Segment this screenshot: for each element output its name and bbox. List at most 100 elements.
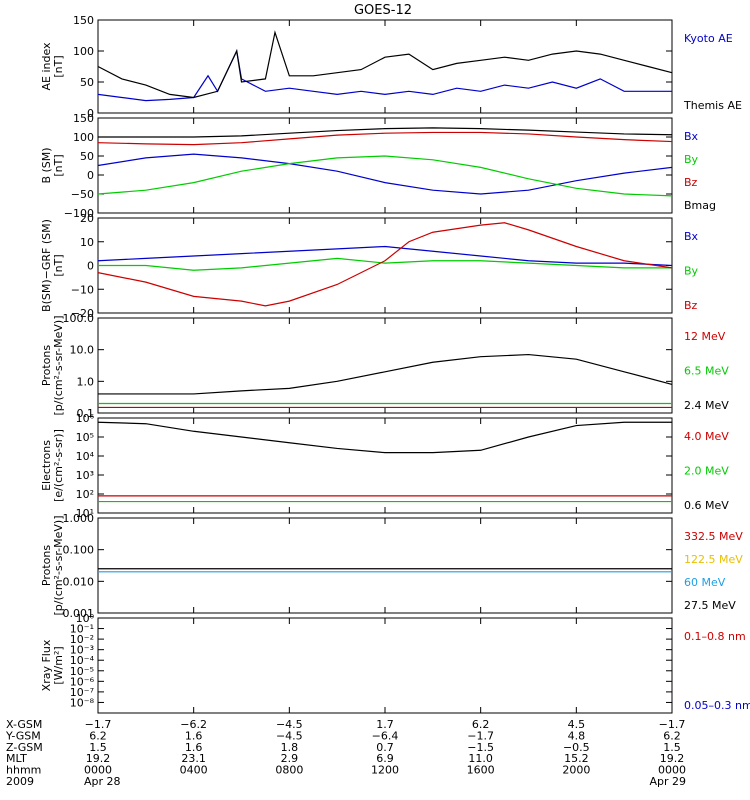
y-axis-label: Xray Flux[W/m²] — [40, 639, 65, 691]
y-axis-label: AE index[nT] — [40, 42, 65, 91]
panel-3: −20 −10 0 10 20 B(SM)−GRF (SM)[nT] Bx By Bz — [40, 212, 699, 320]
x-row-value: −6.2 — [180, 718, 207, 731]
y-tick-label: 150 — [73, 112, 94, 125]
series-line — [97, 49, 672, 102]
x-row-value: 15.2 — [564, 752, 589, 765]
x-row-value: 1.5 — [89, 741, 107, 754]
y-axis-label-line: [p/(cm²-s-sr-MeV)] — [52, 316, 65, 416]
y-axis-label-line: [e/(cm²-s-sr)] — [52, 429, 65, 502]
x-row-value: 23.1 — [181, 752, 206, 765]
y-axis-label-line: Protons — [40, 545, 53, 586]
x-row-value: Apr 29 — [649, 775, 686, 788]
y-tick-label: −20 — [71, 307, 94, 320]
y-tick-label: 10⁵ — [76, 431, 94, 444]
y-tick-label: 10⁻¹ — [70, 623, 94, 636]
y-axis-label-line: [nT] — [52, 55, 65, 77]
y-tick-label: 0.1 — [77, 407, 95, 420]
legend-label: Bx — [684, 130, 699, 143]
chart-panels: 0 50 100 150 AE index[nT] Kyoto AE Themis AE −1… — [40, 14, 750, 714]
y-tick-label: 1.000 — [63, 512, 95, 525]
legend-label: Bmag — [684, 199, 716, 212]
legend-label: By — [684, 153, 699, 166]
y-tick-label: 1.0 — [77, 375, 95, 388]
x-row-value: 1.8 — [281, 741, 299, 754]
x-row-value: 0800 — [275, 764, 303, 777]
legend-label: Bx — [684, 230, 699, 243]
y-tick-label: 10⁻⁶ — [70, 675, 95, 688]
x-row-value: −1.5 — [467, 741, 494, 754]
y-tick-label: 100 — [73, 131, 94, 144]
legend-label: 0.05–0.3 nm — [684, 699, 750, 712]
y-tick-label: 10¹ — [76, 507, 94, 520]
y-axis-label: B(SM)−GRF (SM)[nT] — [40, 219, 65, 312]
x-row-value: −1.7 — [659, 718, 686, 731]
y-tick-label: 0 — [87, 169, 94, 182]
x-row-value: 2000 — [562, 764, 590, 777]
series-line — [97, 421, 672, 454]
y-tick-label: −10 — [71, 283, 94, 296]
x-row-value: −1.7 — [85, 718, 112, 731]
x-row-value: 1.7 — [376, 718, 394, 731]
series-line — [97, 30, 673, 99]
y-axis-label-line: B (SM) — [40, 147, 53, 183]
x-row-value: −4.5 — [276, 718, 303, 731]
legend-label: Themis AE — [683, 99, 742, 112]
y-tick-label: 100 — [73, 45, 94, 58]
legend-label: 2.4 MeV — [684, 399, 729, 412]
x-row-value: 6.9 — [376, 752, 394, 765]
x-row-label: MLT — [6, 752, 27, 765]
legend-label: 6.5 MeV — [684, 365, 729, 378]
x-row-value: 6.2 — [472, 718, 490, 731]
y-tick-label: 10⁴ — [76, 450, 95, 463]
x-row-value: 1.6 — [185, 729, 203, 742]
x-row-value: −0.5 — [563, 741, 590, 754]
y-axis-label-line: Protons — [40, 345, 53, 386]
legend-label: Kyoto AE — [684, 32, 733, 45]
x-axis-rows: X-GSM −1.7 −6.2 −4.5 1.7 6.2 4.5 −1.7Y-GSM 6.2 1.… — [5, 718, 686, 788]
panel-frame — [97, 19, 673, 114]
series-line — [98, 353, 673, 395]
y-axis-label-line: Electrons — [40, 440, 53, 491]
y-axis-label-line: [nT] — [52, 254, 65, 276]
panel-frame — [97, 417, 673, 514]
panel-1: 0 50 100 150 AE index[nT] Kyoto AE Themis AE — [40, 14, 742, 120]
y-tick-label: −50 — [71, 188, 94, 201]
y-tick-label: 0 — [87, 107, 94, 120]
x-row-label: Z-GSM — [6, 741, 43, 754]
x-row-label: X-GSM — [6, 718, 42, 731]
panel-frame — [97, 317, 673, 414]
x-row-label: Y-GSM — [5, 729, 41, 742]
y-axis-label-line: [W/m²] — [52, 646, 65, 684]
legend-label: 332.5 MeV — [684, 530, 743, 543]
x-row-value: 2.9 — [281, 752, 299, 765]
x-row-value: −6.4 — [372, 729, 399, 742]
y-tick-label: 100.0 — [63, 312, 95, 325]
x-row-value: 11.0 — [468, 752, 493, 765]
legend-label: Bz — [684, 176, 698, 189]
y-tick-label: 10⁻⁷ — [70, 686, 94, 699]
x-row-value: −1.7 — [467, 729, 494, 742]
y-axis-label-line: B(SM)−GRF (SM) — [40, 219, 53, 312]
y-tick-label: 50 — [80, 150, 94, 163]
x-row-label: hhmm — [6, 764, 41, 777]
x-row-value: 1200 — [371, 764, 399, 777]
y-tick-label: 50 — [80, 76, 94, 89]
y-tick-label: 10⁻⁵ — [70, 665, 94, 678]
legend-label: 122.5 MeV — [684, 553, 743, 566]
y-tick-label: 0 — [87, 260, 94, 273]
y-axis-label: Protons[p/(cm²-s-sr-MeV)] — [40, 316, 65, 416]
legend-label: 4.0 MeV — [684, 430, 729, 443]
legend-label: 12 MeV — [684, 330, 726, 343]
y-tick-label: 10⁶ — [76, 412, 95, 425]
y-tick-label: 10.0 — [70, 344, 95, 357]
x-row-value: 0.7 — [376, 741, 394, 754]
x-row-label: 2009 — [6, 775, 34, 788]
panel-5: 10¹ 10² 10³ 10⁴ 10⁵ 10⁶ Electrons[e/(cm²-s-sr)… — [40, 412, 729, 520]
y-axis-label: Protons[p/(cm²-s-sr-MeV)] — [40, 516, 65, 616]
x-row-value: 4.8 — [568, 729, 586, 742]
x-row-value: 0400 — [180, 764, 208, 777]
y-tick-label: 10⁻³ — [70, 644, 94, 657]
y-axis-label-line: [p/(cm²-s-sr-MeV)] — [52, 516, 65, 616]
x-row-value: Apr 28 — [84, 775, 121, 788]
